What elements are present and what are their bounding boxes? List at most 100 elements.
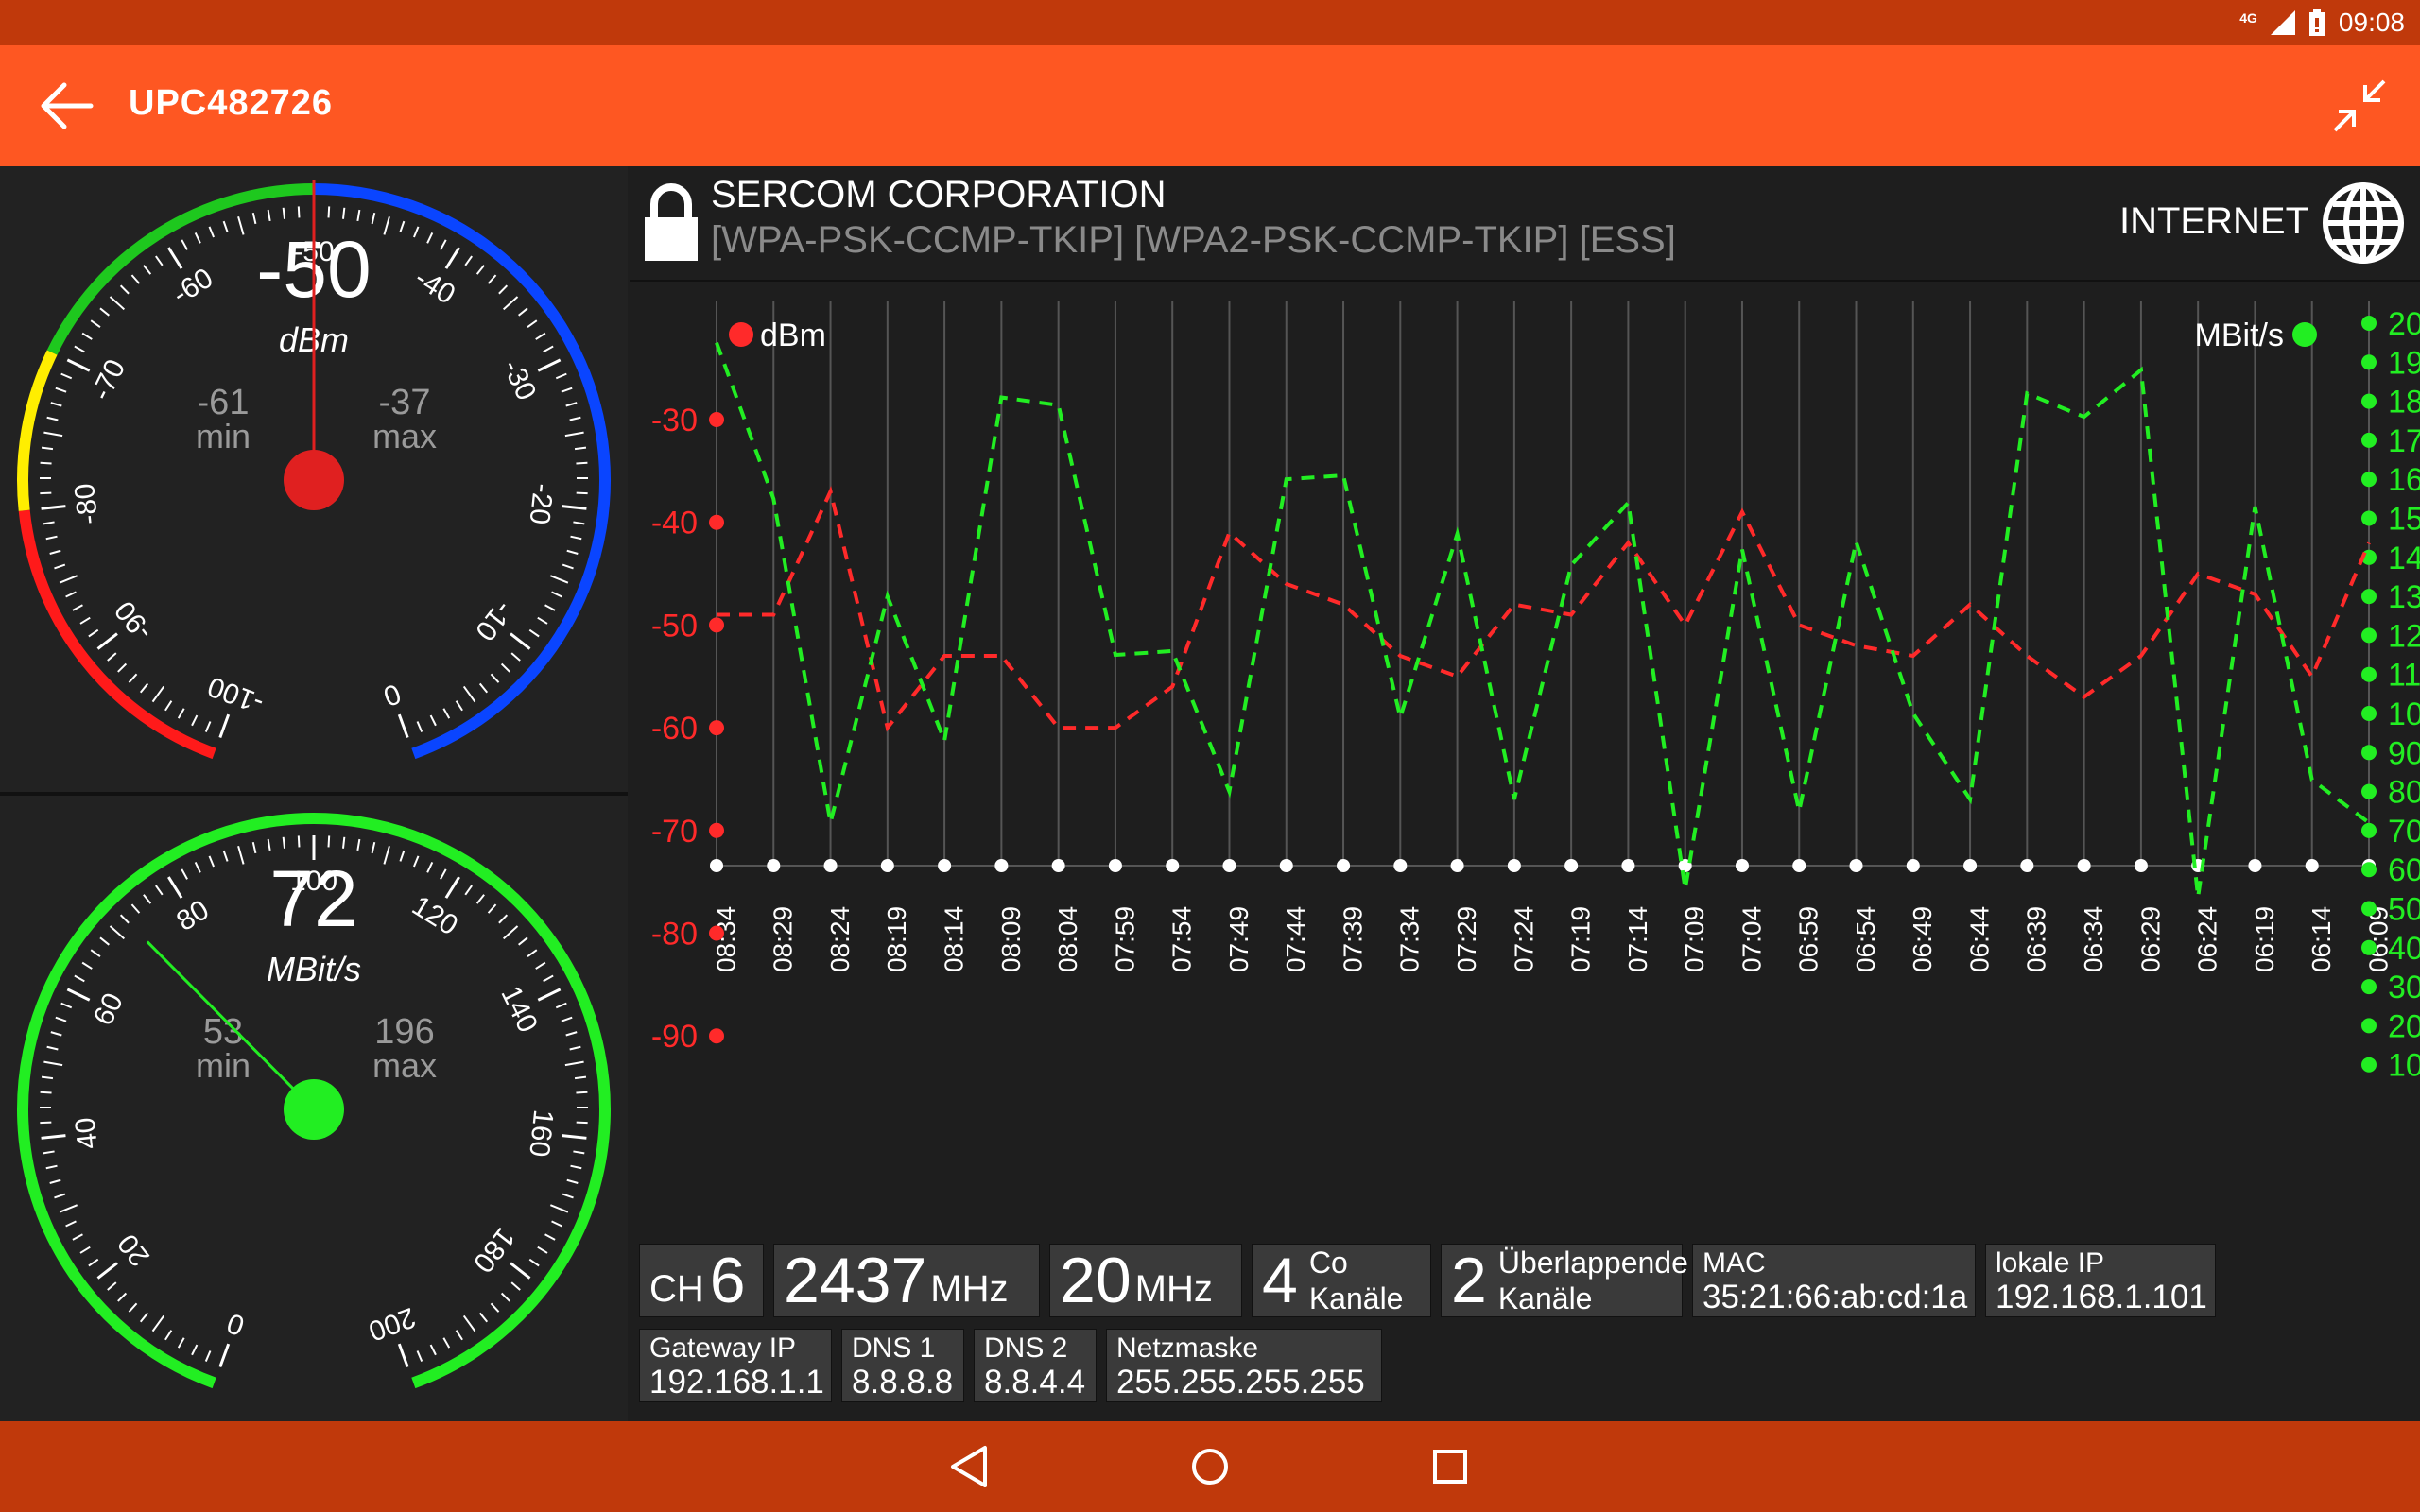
x-tick-dot (1337, 859, 1351, 872)
y-right-tick-dot (2361, 627, 2377, 644)
x-tick-dot (1906, 859, 1920, 872)
gauge-scale-label: -40 (409, 263, 460, 311)
x-tick-label: 06:49 (1908, 906, 1937, 972)
y-right-tick-dot (2361, 862, 2377, 878)
y-right-tick-dot (2361, 316, 2377, 331)
speed-gauge: 0 20 40 60 80 100 120 140 160 180 200 72 MBit/s 53 min… (0, 796, 628, 1421)
security-capabilities: [WPA-PSK-CCMP-TKIP] [WPA2-PSK-CCMP-TKIP]… (711, 219, 1676, 261)
y-right-tick-label: 200 (2388, 306, 2420, 342)
x-tick-dot (1108, 859, 1122, 872)
x-tick-label: 06:54 (1851, 906, 1880, 972)
network-header: SERCOM CORPORATION [WPA-PSK-CCMP-TKIP] [… (630, 166, 2420, 282)
x-tick-label: 07:59 (1110, 906, 1139, 972)
y-right-tick-label: 80 (2388, 775, 2420, 811)
x-tick-label: 07:14 (1623, 906, 1652, 972)
x-tick-dot (1849, 859, 1863, 872)
gauge-value: 72 (269, 854, 357, 943)
y-right-tick-label: 40 (2388, 931, 2420, 967)
y-right-tick-label: 110 (2388, 658, 2420, 694)
globe-icon (2323, 182, 2404, 264)
x-tick-dot (1735, 859, 1749, 872)
status-bar: 4G 09:08 (0, 0, 2420, 45)
gauge-max-value: 196 (374, 1012, 434, 1052)
x-tick-dot (1792, 859, 1806, 872)
y-left-tick-dot (709, 720, 724, 736)
overlapping-channels-tile: 2 Überlappende Kanäle (1441, 1244, 1688, 1317)
gateway-label: Gateway IP (649, 1332, 797, 1364)
co-channels-label-2: Kanäle (1308, 1281, 1404, 1315)
channel-tile: CH 6 (639, 1244, 764, 1317)
gauge-scale-label: 60 (88, 988, 130, 1030)
y-right-tick-label: 30 (2388, 970, 2420, 1005)
y-right-tick-dot (2361, 666, 2377, 682)
x-tick-dot (994, 859, 1009, 872)
network-type: 4G (2239, 10, 2257, 26)
gauge-scale-label: 80 (171, 894, 215, 937)
x-tick-label: 06:19 (2250, 906, 2279, 972)
gauge-scale-label: -10 (469, 594, 519, 645)
legend-dot-mbit (2292, 322, 2317, 347)
gauge-scale-label: 180 (467, 1222, 521, 1279)
dns1-value: 8.8.8.8 (852, 1364, 954, 1400)
local-ip-tile: lokale IP 192.168.1.101 (1985, 1244, 2216, 1317)
history-chart: 08:34 08:29 08:24 08:19 08:14 08:09 08:04 07:59… (630, 282, 2420, 1227)
frequency-unit: MHz (930, 1268, 1009, 1310)
y-left-tick-label: -70 (651, 814, 698, 850)
y-left-tick-dot (709, 1028, 724, 1044)
x-tick-dot (1166, 859, 1180, 872)
y-left-tick-label: -50 (651, 608, 698, 644)
x-tick-dot (2077, 859, 2091, 872)
x-tick-dot (1279, 859, 1293, 872)
gauge-arc-0 (17, 813, 611, 1389)
mac-value: 35:21:66:ab:cd:1a (1703, 1279, 1968, 1315)
width-tile: 20 MHz (1049, 1244, 1242, 1317)
info-row-2: Gateway IP 192.168.1.1 DNS 1 8.8.8.8 DNS 2… (639, 1329, 1382, 1402)
collapse-icon[interactable] (2333, 79, 2386, 132)
y-right-tick-dot (2361, 1018, 2377, 1034)
gauge-arc-3 (313, 183, 611, 760)
x-tick-label: 06:39 (2022, 906, 2051, 972)
gauge-scale-label: -80 (69, 482, 104, 526)
y-right-tick-label: 180 (2388, 385, 2420, 421)
y-right-tick-dot (2361, 1057, 2377, 1073)
app-title: UPC482726 (129, 83, 334, 123)
co-channels-tile: 4 Co Kanäle (1252, 1244, 1431, 1317)
dns2-value: 8.8.4.4 (984, 1364, 1086, 1400)
gauge-min-label: min (196, 1046, 251, 1085)
x-tick-dot (710, 859, 723, 872)
gauge-scale-label: 120 (406, 890, 463, 942)
nav-home-icon[interactable] (1182, 1440, 1238, 1493)
gauge-scale-label: 100 (290, 866, 337, 897)
netmask-tile: Netzmaske 255.255.255.255 (1106, 1329, 1382, 1402)
gauge-scale-label: 140 (494, 981, 544, 1037)
gauge-min-label: min (196, 417, 251, 455)
back-arrow-icon[interactable] (38, 81, 95, 130)
x-tick-label: 06:24 (2193, 906, 2222, 972)
gateway-tile: Gateway IP 192.168.1.1 (639, 1329, 832, 1402)
gauge-scale-label: -20 (524, 482, 559, 526)
channel-value: 6 (709, 1245, 746, 1316)
x-tick-label: 06:09 (2363, 906, 2393, 972)
dns2-label: DNS 2 (984, 1332, 1068, 1364)
gauge-scale-label: 160 (523, 1108, 559, 1159)
x-tick-label: 07:39 (1338, 906, 1367, 972)
y-left-tick-dot (709, 514, 724, 530)
gauge-arc-0 (18, 509, 216, 760)
y-right-tick-dot (2361, 939, 2377, 955)
y-right-tick-dot (2361, 822, 2377, 838)
nav-recents-icon[interactable] (1422, 1440, 1478, 1493)
overlapping-channels-value: 2 (1451, 1245, 1487, 1316)
width-value: 20 (1060, 1245, 1132, 1316)
gauge-divider (0, 792, 628, 796)
x-tick-dot (823, 859, 838, 872)
gateway-value: 192.168.1.1 (649, 1364, 824, 1400)
internet-status: INTERNET (2119, 200, 2308, 242)
x-tick-dot (880, 859, 894, 872)
nav-back-icon[interactable] (942, 1440, 998, 1493)
gauge-scale-label: -30 (496, 354, 543, 404)
x-tick-dot (1222, 859, 1236, 872)
x-tick-label: 06:59 (1794, 906, 1824, 972)
gauge-scale-label: -90 (109, 594, 159, 645)
x-tick-dot (2134, 859, 2148, 872)
y-right-tick-label: 10 (2388, 1048, 2420, 1084)
